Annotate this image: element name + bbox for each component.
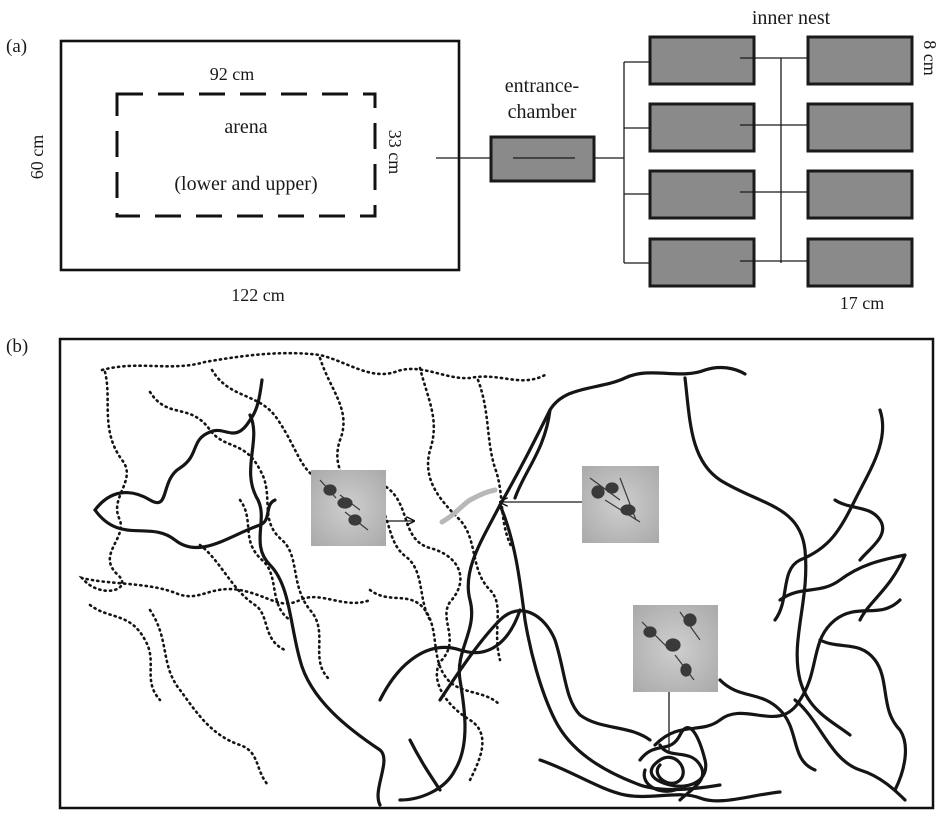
solid-trails: [93, 365, 907, 807]
ant-photo-1: [311, 470, 386, 546]
dotted-trails: [78, 351, 547, 787]
ant-photo-2: [582, 466, 659, 543]
panel-b: (b): [6, 336, 935, 810]
nest-chamber-right-4: [806, 237, 914, 288]
entrance-label-line2: chamber: [508, 101, 577, 123]
nest-chamber-left-4: [648, 237, 756, 288]
chamber-height-label: 8 cm: [920, 40, 938, 76]
ant-photo-3: [633, 605, 718, 692]
nest-chamber-right-2: [806, 102, 914, 153]
nest-chamber-left-2: [648, 102, 756, 153]
outer-height-label: 60 cm: [27, 135, 47, 180]
arena-sublabel: (lower and upper): [174, 173, 317, 195]
panel-b-label: (b): [6, 336, 28, 357]
inner-nest-label: inner nest: [752, 7, 831, 29]
outer-width-label: 122 cm: [231, 285, 285, 305]
panel-b-frame: [58, 337, 935, 810]
panel-a: (a) 92 cm arena (lower and upper) 33 cm …: [6, 7, 938, 313]
chamber-width-label: 17 cm: [840, 293, 885, 313]
arena-label: arena: [224, 116, 267, 138]
outer-box: [59, 39, 461, 272]
nest-chamber-right-1: [806, 35, 914, 86]
nest-chamber-left-3: [648, 169, 756, 220]
grey-trail: [439, 487, 498, 525]
panel-a-label: (a): [6, 36, 27, 57]
arena-height-label: 33 cm: [385, 130, 405, 175]
entrance-chamber: [489, 135, 596, 183]
nest-chamber-right-3: [806, 169, 914, 220]
nest-cluster: [638, 726, 708, 802]
arena-width-label: 92 cm: [210, 64, 255, 84]
nest-chamber-left-1: [648, 35, 756, 86]
arena-box: [115, 92, 377, 218]
entrance-label-line1: entrance-: [505, 75, 579, 97]
